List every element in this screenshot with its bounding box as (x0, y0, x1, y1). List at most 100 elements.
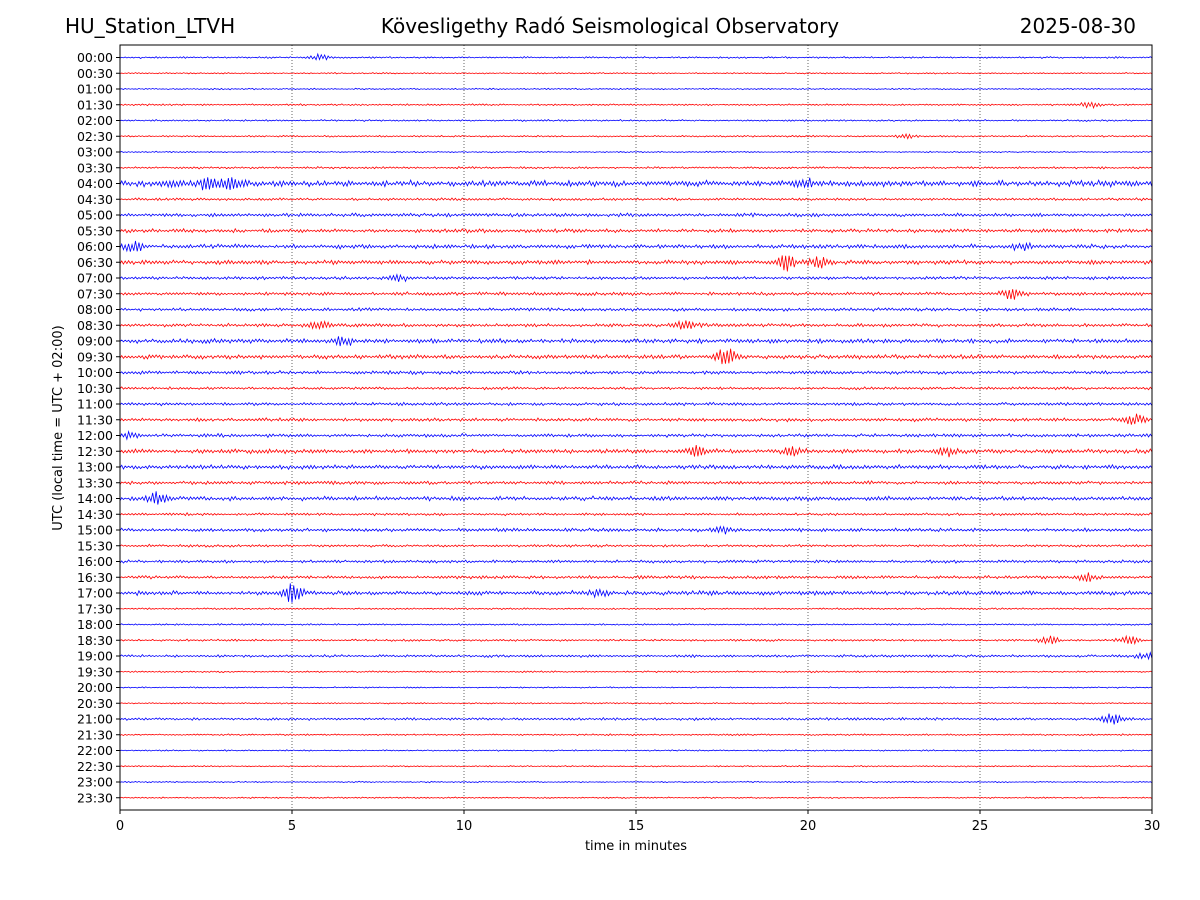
y-tick-label: 01:30 (77, 97, 113, 112)
seismic-trace (119, 543, 1153, 548)
seismic-trace (119, 118, 1153, 123)
seismic-trace (119, 369, 1153, 376)
y-tick-label: 18:00 (77, 617, 113, 632)
seismic-trace (119, 52, 1153, 61)
seismic-trace (119, 607, 1153, 611)
y-tick-label: 11:30 (77, 412, 113, 427)
grid-lines (291, 45, 981, 810)
seismic-trace (119, 634, 1153, 646)
seismic-trace (119, 212, 1153, 218)
y-tick-label: 21:00 (77, 712, 113, 727)
x-axis: 0 5 10 15 20 25 30 (116, 810, 1160, 834)
station-label: HU_Station_LTVH (65, 14, 236, 38)
y-tick-label: 11:00 (77, 397, 113, 412)
y-tick-label: 20:30 (77, 696, 113, 711)
seismic-trace (119, 749, 1153, 752)
seismic-trace (119, 491, 1153, 505)
seismic-trace (119, 444, 1153, 458)
x-tick-label: 20 (800, 819, 817, 834)
y-tick-label: 17:30 (77, 601, 113, 616)
seismic-trace (119, 177, 1153, 191)
seismic-trace (119, 273, 1153, 283)
seismic-trace (119, 72, 1153, 75)
seismic-trace (119, 413, 1153, 425)
y-tick-label: 04:00 (77, 176, 113, 191)
y-tick-label: 00:30 (77, 66, 113, 81)
y-tick-label: 23:30 (77, 790, 113, 805)
seismic-trace (119, 197, 1153, 202)
seismic-trace (119, 670, 1153, 674)
seismic-trace (119, 289, 1153, 300)
seismic-trace (119, 150, 1153, 154)
trace-group (119, 52, 1153, 800)
seismic-trace (119, 227, 1153, 234)
seismic-trace (119, 702, 1153, 705)
y-tick-label: 03:30 (77, 160, 113, 175)
seismic-trace (119, 132, 1153, 140)
seismic-trace (119, 480, 1153, 486)
y-tick-label: 12:00 (77, 428, 113, 443)
seismic-trace (119, 796, 1153, 800)
y-tick-label: 14:30 (77, 507, 113, 522)
seismic-trace (119, 525, 1153, 535)
x-tick-label: 30 (1144, 819, 1161, 834)
x-tick-label: 25 (972, 819, 989, 834)
y-axis-label: UTC (local time = UTC + 02:00) (51, 325, 66, 530)
y-tick-label: 00:00 (77, 50, 113, 65)
seismic-trace (119, 713, 1153, 725)
y-tick-label: 08:30 (77, 318, 113, 333)
y-tick-label: 13:00 (77, 460, 113, 475)
seismic-trace (119, 401, 1153, 407)
y-tick-label: 15:00 (77, 523, 113, 538)
y-tick-label: 09:30 (77, 349, 113, 364)
y-tick-label: 12:30 (77, 444, 113, 459)
x-tick-label: 5 (288, 819, 296, 834)
y-tick-label: 14:00 (77, 491, 113, 506)
y-tick-label: 10:30 (77, 381, 113, 396)
y-tick-label: 06:30 (77, 255, 113, 270)
y-tick-label: 09:00 (77, 334, 113, 349)
seismic-trace (119, 101, 1153, 110)
y-tick-label: 07:30 (77, 286, 113, 301)
seismic-trace (119, 622, 1153, 626)
y-tick-label: 05:00 (77, 208, 113, 223)
x-tick-label: 15 (628, 819, 645, 834)
seismic-trace (119, 87, 1153, 91)
y-tick-label: 20:00 (77, 680, 113, 695)
y-tick-label: 06:00 (77, 239, 113, 254)
seismic-trace (119, 348, 1153, 365)
y-tick-label: 19:30 (77, 664, 113, 679)
y-tick-label: 08:00 (77, 302, 113, 317)
y-tick-label: 19:00 (77, 649, 113, 664)
x-axis-label: time in minutes (585, 839, 687, 854)
seismic-trace (119, 559, 1153, 564)
y-tick-label: 15:30 (77, 538, 113, 553)
y-axis: 00:0000:3001:0001:3002:0002:3003:0003:30… (77, 50, 120, 805)
seismic-trace (119, 306, 1153, 312)
chart-title: Kövesligethy Radó Seismological Observat… (380, 14, 840, 38)
seismic-trace (119, 166, 1153, 170)
seismic-trace (119, 512, 1153, 517)
y-tick-label: 16:00 (77, 554, 113, 569)
x-tick-label: 10 (456, 819, 473, 834)
seismic-trace (119, 651, 1153, 661)
seismic-trace (119, 255, 1153, 272)
seismic-trace (119, 780, 1153, 784)
y-tick-label: 22:30 (77, 759, 113, 774)
seismic-trace (119, 686, 1153, 689)
seismic-trace (119, 429, 1153, 441)
y-tick-label: 02:00 (77, 113, 113, 128)
seismic-trace (119, 764, 1153, 768)
y-tick-label: 07:00 (77, 271, 113, 286)
y-tick-label: 21:30 (77, 727, 113, 742)
y-tick-label: 04:30 (77, 192, 113, 207)
y-tick-label: 03:00 (77, 145, 113, 160)
y-tick-label: 10:00 (77, 365, 113, 380)
y-tick-label: 16:30 (77, 570, 113, 585)
seismic-trace (119, 386, 1153, 391)
seismic-trace (119, 583, 1153, 603)
y-tick-label: 17:00 (77, 586, 113, 601)
seismic-trace (119, 572, 1153, 582)
seismic-trace (119, 733, 1153, 737)
